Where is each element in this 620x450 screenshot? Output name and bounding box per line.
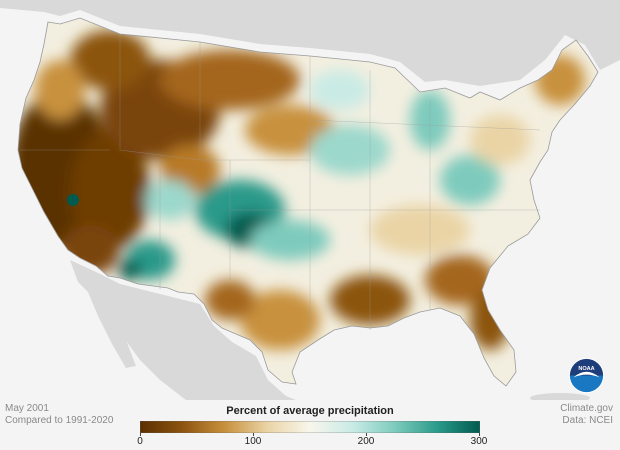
mexico-landmass [70,260,296,400]
source-data: Data: NCEI [562,415,613,426]
legend-tick-300: 300 [470,436,488,447]
canada-landmass [0,0,620,86]
footer: May 2001 Compared to 1991-2020 Percent o… [0,400,620,450]
legend-tick-0: 0 [137,436,143,447]
map-info: May 2001 Compared to 1991-2020 [5,403,113,427]
legend-colorbar [140,421,480,433]
precipitation-map: NOAA [0,0,620,403]
legend-tickmark [366,433,367,436]
legend-title: Percent of average precipitation [226,405,394,417]
legend-tickmark [140,433,141,436]
legend-tick-100: 100 [244,436,262,447]
noaa-logo: NOAA [568,357,605,394]
legend-tickmark [253,433,254,436]
source-info: Climate.gov Data: NCEI [560,403,613,427]
source-site: Climate.gov [560,403,613,414]
map-date: May 2001 [5,403,49,414]
legend-tick-200: 200 [357,436,375,447]
baja-peninsula [84,268,136,368]
baseline-period: Compared to 1991-2020 [5,415,114,426]
cuba-island [530,393,590,403]
legend-tickmark [479,433,480,436]
noaa-logo-text: NOAA [578,366,594,372]
